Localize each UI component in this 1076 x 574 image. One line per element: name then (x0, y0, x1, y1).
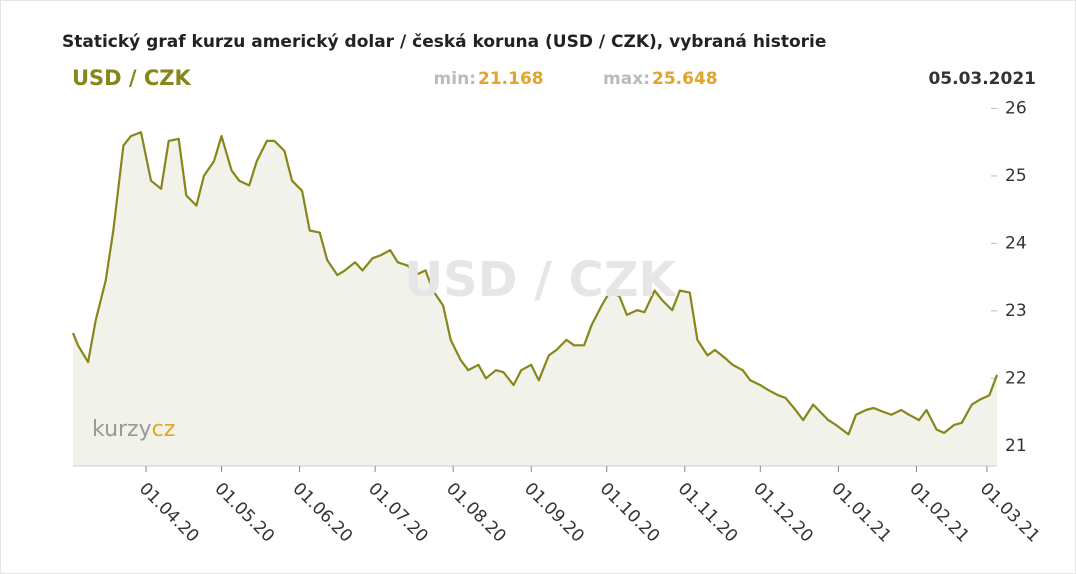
logo: kurzycz (92, 417, 175, 442)
pair-label: USD / CZK (72, 66, 192, 90)
y-tick-label: 23 (1005, 301, 1027, 321)
max-value: 25.648 (652, 69, 718, 89)
watermark: USD / CZK (404, 252, 677, 308)
min-label: min: (434, 69, 476, 89)
max-label: max: (603, 69, 650, 89)
y-tick-label: 25 (1005, 166, 1027, 186)
date-label: 05.03.2021 (928, 69, 1036, 89)
logo-part: cz (152, 417, 176, 442)
y-tick-label: 21 (1005, 436, 1027, 456)
area (73, 132, 997, 466)
y-tick-label: 22 (1005, 368, 1027, 388)
chart-title: Statický graf kurzu americký dolar / čes… (62, 32, 826, 52)
y-tick-label: 26 (1005, 98, 1027, 118)
y-tick-label: 24 (1005, 233, 1027, 253)
min-value: 21.168 (478, 69, 544, 89)
line (71, 131, 999, 436)
logo-part: kurzy (92, 417, 152, 442)
